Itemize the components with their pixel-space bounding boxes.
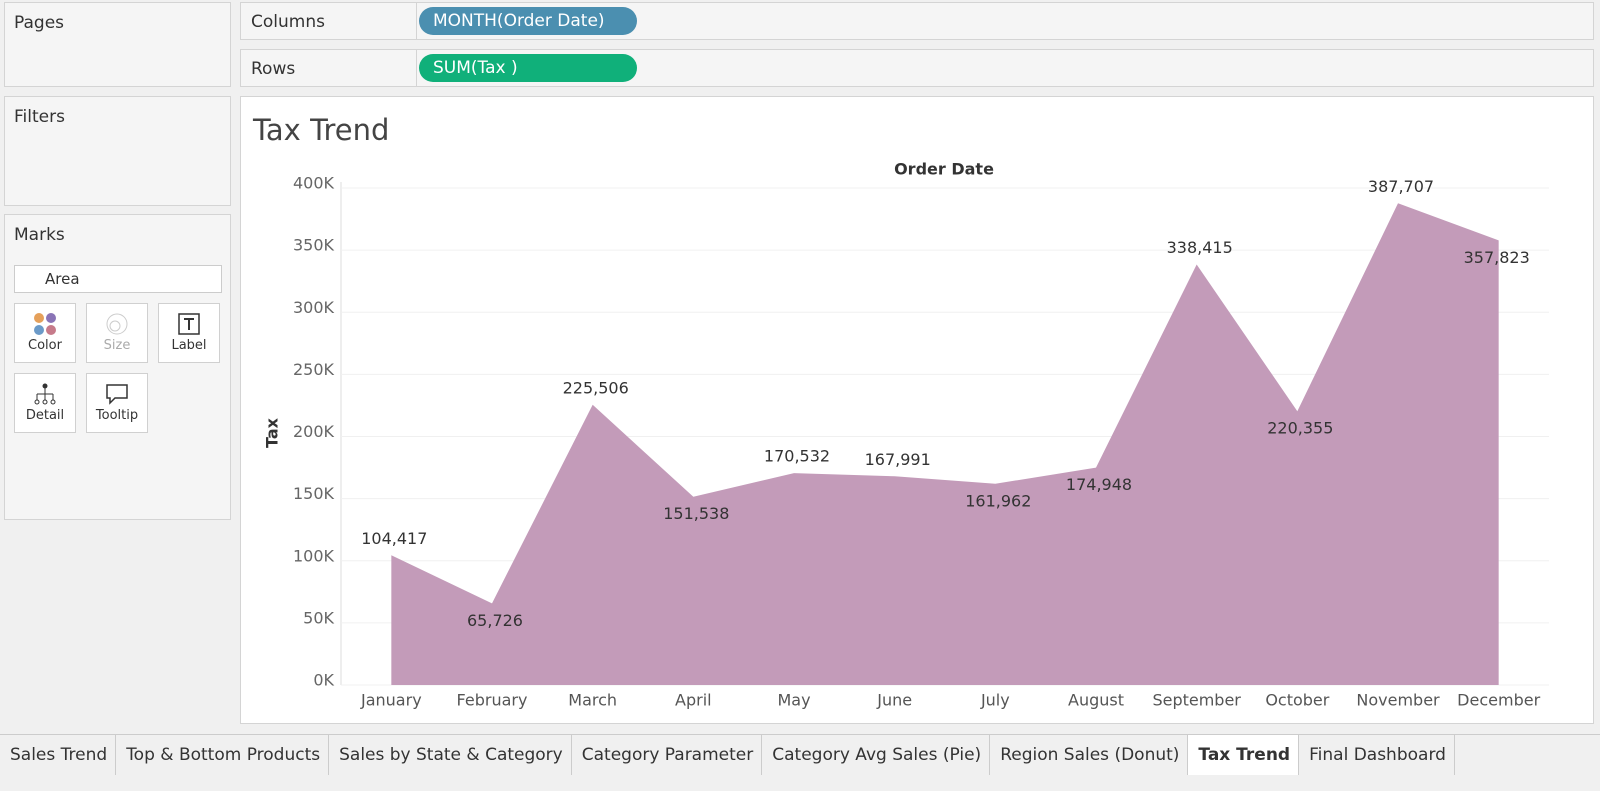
sheet-tab[interactable]: Region Sales (Donut) (990, 735, 1189, 775)
value-label: 104,417 (361, 529, 427, 548)
filters-card: Filters (4, 96, 231, 206)
dimension-pill[interactable]: MONTH(Order Date) (419, 7, 637, 35)
button-label: Color (28, 338, 62, 353)
value-label: 220,355 (1267, 419, 1333, 438)
value-label: 167,991 (865, 450, 931, 469)
filters-title: Filters (14, 107, 65, 127)
x-tick-label: June (876, 691, 912, 710)
color-button[interactable]: Color (14, 303, 76, 363)
marks-title: Marks (14, 225, 65, 245)
button-label: Size (103, 338, 131, 353)
worksheet: Tax Trend Order Date Tax 0K 50K 100K 150K 20… (240, 96, 1594, 724)
y-tick-label: 300K (293, 298, 335, 317)
chart: Tax Trend Order Date Tax 0K 50K 100K 150K 20… (252, 113, 1549, 710)
button-label: Label (171, 338, 207, 353)
sheet-tab[interactable]: Sales Trend (0, 735, 117, 775)
tooltip-button[interactable]: Tooltip (86, 373, 148, 433)
label-button[interactable]: Label (158, 303, 220, 363)
value-label: 65,726 (467, 611, 523, 630)
sheet-tabs: Sales Trend Top & Bottom Products Sales by… (0, 734, 1600, 791)
x-tick-label: April (675, 691, 712, 710)
size-button[interactable]: Size (86, 303, 148, 363)
x-tick-label: February (457, 691, 528, 710)
x-tick-label: October (1265, 691, 1329, 710)
columns-shelf: Columns MONTH(Order Date) (240, 2, 1594, 40)
value-label: 170,532 (764, 447, 830, 466)
shelf-label: Columns (251, 12, 325, 32)
area (391, 203, 1499, 685)
y-tick-label: 150K (293, 484, 335, 503)
y-tick-label: 400K (293, 174, 335, 193)
y-tick-label: 100K (293, 546, 335, 565)
value-label: 387,707 (1368, 177, 1434, 196)
pages-card: Pages (4, 2, 231, 87)
x-tick-label: July (980, 691, 1010, 710)
shelf-label: Rows (251, 59, 296, 79)
value-label: 338,415 (1167, 238, 1233, 257)
sheet-tab[interactable]: Category Avg Sales (Pie) (762, 735, 991, 775)
x-tick-label: December (1457, 691, 1540, 710)
mark-type: Area (45, 270, 80, 288)
rows-shelf: Rows SUM(Tax ) (240, 49, 1594, 87)
button-label: Tooltip (95, 408, 139, 423)
mark-type-dropdown[interactable]: Area (14, 265, 222, 293)
detail-button[interactable]: Detail (14, 373, 76, 433)
marks-card: Marks Area Color Size Label Detail Toolt… (4, 214, 231, 520)
x-tick-label: September (1152, 691, 1241, 710)
x-tick-label: November (1356, 691, 1440, 710)
y-tick-label: 200K (293, 422, 335, 441)
value-label: 174,948 (1066, 475, 1132, 494)
sheet-tab[interactable]: Top & Bottom Products (116, 735, 330, 775)
y-tick-label: 250K (293, 360, 335, 379)
measure-pill[interactable]: SUM(Tax ) (419, 54, 637, 82)
value-label: 151,538 (663, 504, 729, 523)
x-tick-label: March (568, 691, 617, 710)
sheet-tab[interactable]: Sales by State & Category (329, 735, 572, 775)
y-tick-label: 0K (313, 671, 334, 690)
pages-title: Pages (14, 13, 65, 33)
sheet-tab[interactable]: Tax Trend (1188, 735, 1300, 775)
value-label: 161,962 (965, 491, 1031, 510)
button-label: Detail (25, 408, 65, 423)
sheet-tab[interactable]: Category Parameter (572, 735, 763, 775)
x-tick-label: May (777, 691, 810, 710)
value-label: 225,506 (563, 378, 629, 397)
x-tick-label: August (1068, 691, 1124, 710)
chart-title: Tax Trend (252, 113, 389, 147)
x-tick-label: January (360, 691, 422, 710)
y-axis-title: Tax (263, 417, 282, 448)
y-tick-label: 350K (293, 236, 335, 255)
sheet-tab[interactable]: Final Dashboard (1299, 735, 1455, 775)
x-header: Order Date (894, 160, 994, 179)
y-tick-label: 50K (303, 608, 334, 627)
value-label: 357,823 (1464, 248, 1530, 267)
